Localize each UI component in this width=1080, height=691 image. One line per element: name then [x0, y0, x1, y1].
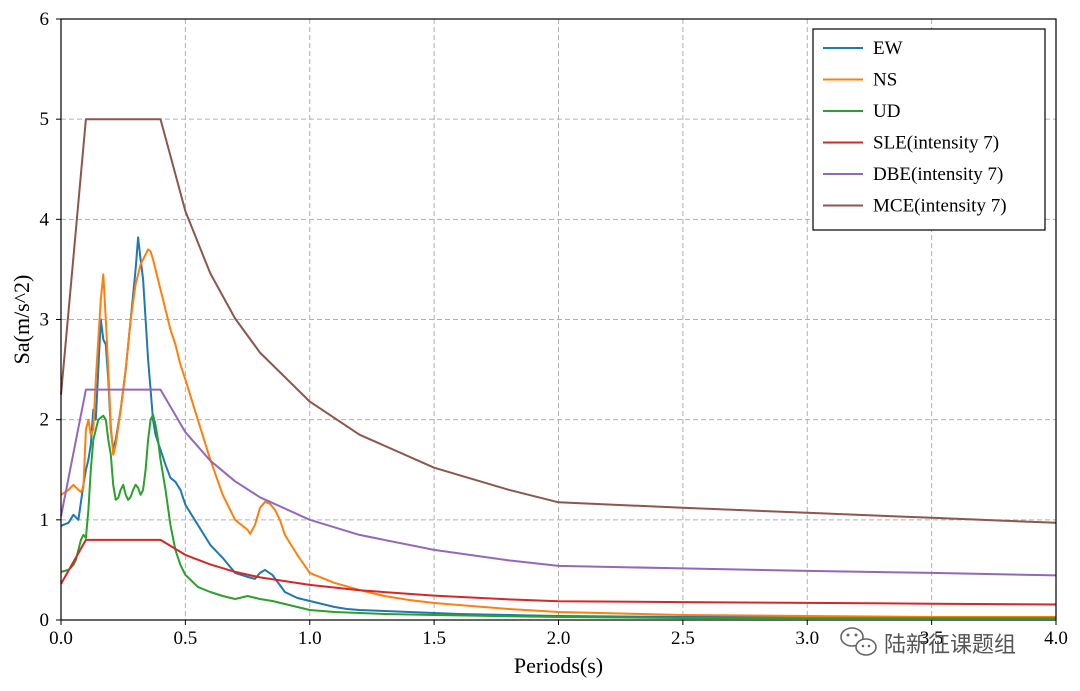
legend-label: DBE(intensity 7)	[873, 164, 1003, 185]
series-line-4	[60, 388, 1057, 577]
ticks: 0.0 0.5 1.0 1.5 2.0 2.5 3.0 3.5 4.0 0 1 2 3 4 5 6	[40, 9, 1068, 649]
series-line-2	[60, 413, 1056, 619]
x-tick-label: 4.0	[1044, 628, 1068, 649]
watermark: 陆新征课题组	[840, 627, 1016, 658]
y-tick-label: 2	[40, 410, 50, 431]
y-tick-label: 0	[40, 610, 50, 631]
legend-box	[812, 28, 1046, 231]
x-tick-label: 0.5	[174, 628, 198, 649]
series-line-5	[60, 118, 1057, 524]
y-tick-label: 6	[40, 9, 50, 30]
series-line-3	[60, 538, 1057, 606]
legend-label: MCE(intensity 7)	[873, 196, 1007, 217]
x-tick-label: 2.5	[671, 628, 695, 649]
x-axis-label: Periods(s)	[514, 653, 603, 678]
x-tick-label: 2.0	[547, 628, 571, 649]
wechat-icon	[840, 627, 877, 656]
series-layer	[60, 118, 1057, 619]
series-line-0	[60, 236, 1056, 619]
legend-label: NS	[873, 70, 897, 91]
x-tick-label: 3.5	[920, 628, 944, 649]
y-axis-label: Sa(m/s^2)	[9, 275, 34, 365]
y-tick-label: 3	[40, 310, 50, 331]
legend-label: EW	[873, 38, 903, 59]
y-tick-label: 1	[40, 510, 50, 531]
y-tick-label: 4	[40, 209, 50, 230]
legend: EW NS UD SLE(intensity 7) DBE(intensity 7) MC…	[812, 28, 1046, 231]
x-tick-label: 0.0	[49, 628, 73, 649]
legend-label: SLE(intensity 7)	[873, 133, 999, 154]
series-line-1	[60, 248, 1056, 618]
x-tick-label: 3.0	[795, 628, 819, 649]
x-tick-label: 1.5	[422, 628, 446, 649]
watermark-text: 陆新征课题组	[884, 633, 1016, 658]
y-tick-label: 5	[40, 109, 50, 130]
legend-label: UD	[873, 101, 900, 122]
x-tick-label: 1.0	[298, 628, 322, 649]
